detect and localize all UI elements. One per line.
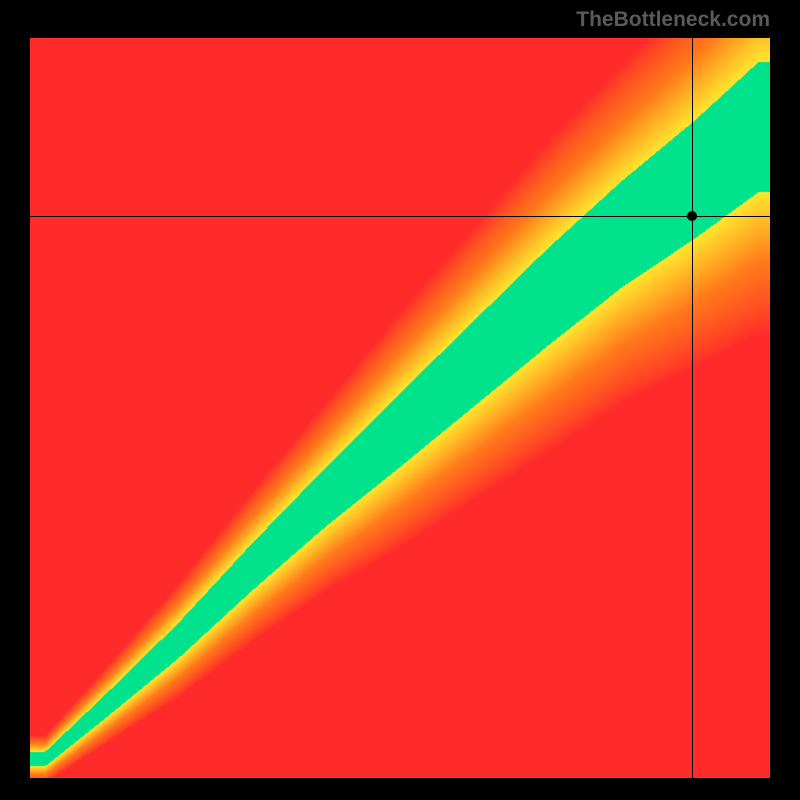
crosshair-marker (687, 211, 697, 221)
crosshair-horizontal (30, 216, 770, 217)
heatmap-canvas (30, 38, 770, 778)
watermark-text: TheBottleneck.com (576, 8, 770, 32)
crosshair-vertical (692, 38, 693, 778)
bottleneck-heatmap (30, 38, 770, 778)
